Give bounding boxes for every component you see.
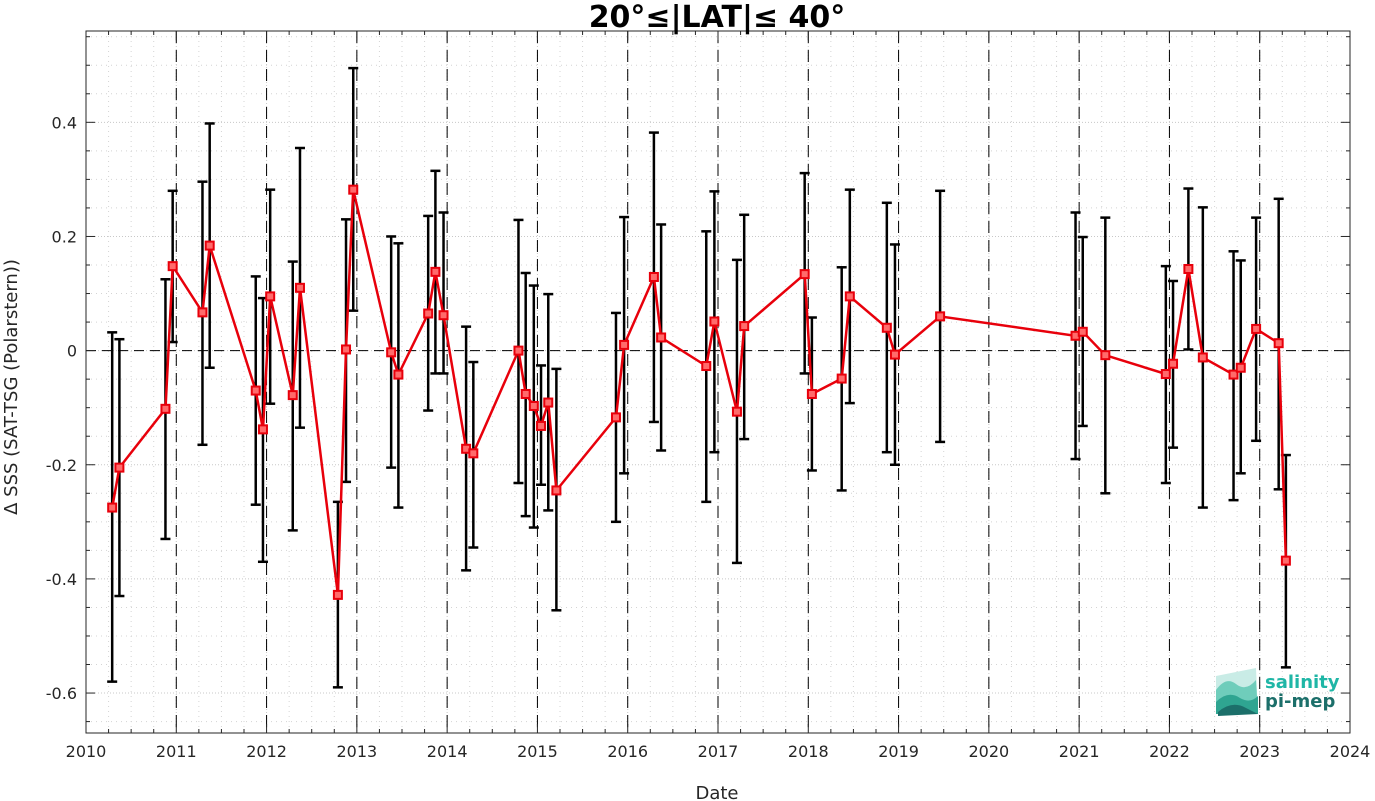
- data-point-marker: [551, 485, 562, 496]
- x-tick-label: 2016: [607, 742, 648, 761]
- data-point-marker: [438, 310, 449, 321]
- data-point-marker: [294, 282, 305, 293]
- data-point-marker: [160, 403, 171, 414]
- data-point-marker: [265, 291, 276, 302]
- x-tick-label: 2015: [517, 742, 558, 761]
- data-point-marker: [1273, 338, 1284, 349]
- data-point-marker: [468, 448, 479, 459]
- markers: [107, 184, 1291, 600]
- data-point-marker: [619, 339, 630, 350]
- y-tick-label: 0.2: [52, 227, 77, 246]
- data-point-marker: [341, 344, 352, 355]
- data-point-marker: [423, 308, 434, 319]
- data-point-marker: [656, 332, 667, 343]
- data-point-marker: [806, 388, 817, 399]
- x-tick-label: 2014: [427, 742, 468, 761]
- data-point-marker: [1100, 350, 1111, 361]
- data-point-marker: [287, 390, 298, 401]
- data-point-marker: [1168, 358, 1179, 369]
- logo-text-pi-mep: pi-mep: [1265, 691, 1335, 712]
- data-point-marker: [528, 400, 539, 411]
- minor-grid: [86, 31, 1350, 733]
- x-tick-labels: 2010 2011 2012 2013 2014 2015 2016 2017 2018 2019…: [66, 742, 1371, 761]
- y-tick-label: 0.4: [52, 113, 77, 132]
- x-tick-label: 2017: [698, 742, 739, 761]
- data-point-marker: [167, 261, 178, 272]
- x-tick-label: 2024: [1330, 742, 1371, 761]
- axis-ticks: [85, 31, 1351, 733]
- data-point-marker: [250, 385, 261, 396]
- data-point-marker: [844, 291, 855, 302]
- data-point-marker: [543, 397, 554, 408]
- y-tick-label: -0.2: [46, 456, 77, 475]
- x-tick-label: 2010: [66, 742, 107, 761]
- x-tick-label: 2011: [156, 742, 197, 761]
- data-point-marker: [386, 347, 397, 358]
- data-point-marker: [393, 369, 404, 380]
- y-axis-label: Δ SSS (SAT-TSG (Polarstern)): [1, 259, 22, 515]
- data-point-marker: [648, 271, 659, 282]
- x-tick-label: 2020: [968, 742, 1009, 761]
- chart-title: 20°≤|LAT|≤ 40°: [589, 0, 846, 35]
- x-tick-label: 2018: [788, 742, 829, 761]
- wave-icon: [1216, 668, 1258, 716]
- data-point-marker: [1251, 323, 1262, 334]
- x-axis-label: Date: [695, 783, 738, 801]
- year-lines: [175, 31, 1261, 733]
- x-tick-label: 2023: [1239, 742, 1280, 761]
- data-point-marker: [332, 589, 343, 600]
- data-point-marker: [107, 502, 118, 513]
- data-point-marker: [536, 420, 547, 431]
- data-point-marker: [1235, 362, 1246, 373]
- data-point-marker: [799, 269, 810, 280]
- y-tick-label: -0.6: [46, 684, 77, 703]
- data-point-marker: [1160, 369, 1171, 380]
- data-point-marker: [731, 406, 742, 417]
- x-tick-label: 2012: [246, 742, 287, 761]
- data-point-marker: [513, 345, 524, 356]
- data-point-marker: [114, 462, 125, 473]
- data-point-marker: [610, 412, 621, 423]
- data-point-marker: [836, 373, 847, 384]
- data-point-marker: [889, 349, 900, 360]
- series-line: [110, 189, 1288, 596]
- data-point-marker: [1228, 369, 1239, 380]
- data-point-marker: [257, 424, 268, 435]
- salinity-pi-mep-logo: salinity pi-mep: [1216, 668, 1340, 716]
- data-point-marker: [204, 240, 215, 251]
- data-point-marker: [1077, 326, 1088, 337]
- data-point-marker: [701, 361, 712, 372]
- errorbar: [438, 211, 449, 375]
- y-tick-labels: -0.6 -0.4 -0.2 0 0.2 0.4: [46, 113, 77, 703]
- x-tick-label: 2022: [1149, 742, 1190, 761]
- data-point-marker: [881, 322, 892, 333]
- data-point-marker: [348, 184, 359, 195]
- data-point-marker: [1183, 263, 1194, 274]
- data-point-marker: [430, 266, 441, 277]
- data-point-marker: [739, 321, 750, 332]
- data-point-marker: [197, 307, 208, 318]
- y-tick-label: -0.4: [46, 570, 77, 589]
- x-tick-label: 2021: [1059, 742, 1100, 761]
- logo-text-salinity: salinity: [1265, 672, 1340, 693]
- data-point-marker: [1280, 555, 1291, 566]
- data-point-marker: [1197, 352, 1208, 363]
- data-point-marker: [935, 311, 946, 322]
- data-point-marker: [520, 388, 531, 399]
- data-point-marker: [709, 316, 720, 327]
- x-tick-label: 2013: [336, 742, 377, 761]
- y-tick-label: 0: [67, 342, 77, 361]
- x-tick-label: 2019: [878, 742, 919, 761]
